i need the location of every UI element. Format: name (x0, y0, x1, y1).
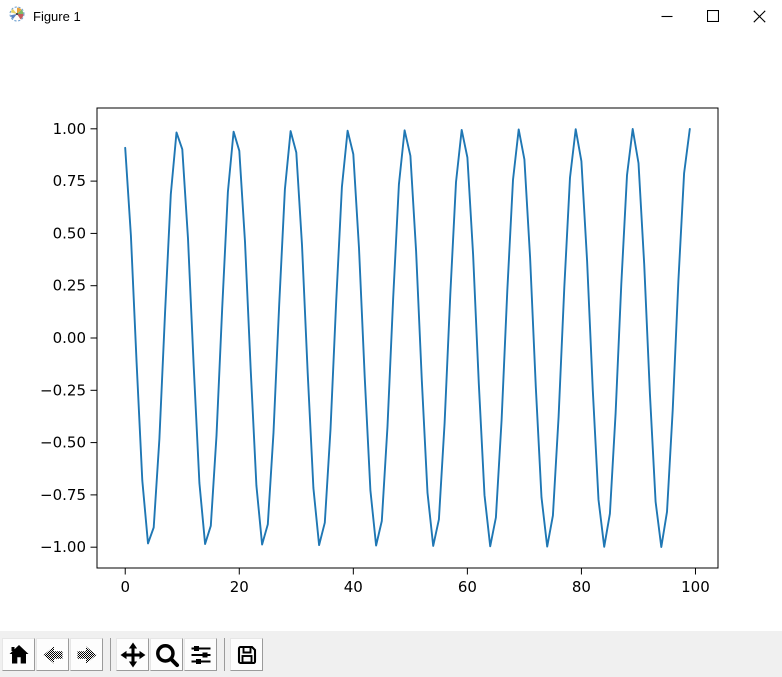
plot-svg: 1.00 0.75 0.50 0.25 0.00 −0.25 −0.50 −0.75 −1.00… (40, 107, 719, 596)
zoom-button[interactable] (150, 638, 183, 671)
toolbar-separator (224, 638, 225, 671)
save-button[interactable] (230, 638, 263, 671)
maximize-icon (707, 10, 719, 22)
x-tick-label: 20 (230, 578, 249, 596)
x-tick-label: 80 (572, 578, 591, 596)
close-button[interactable] (736, 0, 782, 32)
y-tick-label: −1.00 (40, 538, 86, 556)
configure-subplots-button[interactable] (184, 638, 217, 671)
zoom-magnifier-icon (155, 643, 179, 667)
back-arrow-icon (43, 646, 62, 663)
minimize-icon (661, 15, 673, 18)
forward-arrow-icon (77, 646, 96, 663)
y-tick-label: 0.00 (53, 329, 86, 347)
figure-canvas[interactable]: 1.00 0.75 0.50 0.25 0.00 −0.25 −0.50 −0.75 −1.00… (0, 32, 782, 631)
x-tick-label: 0 (120, 578, 130, 596)
home-button[interactable] (2, 638, 35, 671)
back-button[interactable] (36, 638, 69, 671)
y-axis-ticks: 1.00 0.75 0.50 0.25 0.00 −0.25 −0.50 −0.75 −1.00 (40, 120, 97, 556)
minimize-button[interactable] (644, 0, 690, 32)
floppy-disk-icon (237, 645, 256, 664)
pan-arrows-icon (120, 642, 145, 667)
matplotlib-logo-icon (9, 6, 25, 27)
y-tick-label: −0.25 (40, 381, 86, 399)
window-title: Figure 1 (33, 8, 81, 24)
x-axis-ticks: 0 20 40 60 80 100 (120, 568, 710, 596)
close-icon (752, 9, 766, 23)
y-tick-label: 1.00 (53, 120, 86, 138)
window-controls (644, 0, 782, 32)
sine-wave-line (124, 128, 691, 548)
title-bar[interactable]: Figure 1 (0, 0, 782, 32)
x-tick-label: 60 (458, 578, 477, 596)
toolbar-separator (110, 638, 111, 671)
axes-box (96, 107, 719, 569)
x-tick-label: 100 (681, 578, 710, 596)
y-tick-label: −0.75 (40, 486, 86, 504)
home-icon (9, 644, 28, 663)
y-tick-label: 0.50 (53, 224, 86, 242)
toolbar-buttons (0, 631, 264, 671)
x-tick-label: 40 (344, 578, 363, 596)
sliders-icon (191, 645, 210, 664)
forward-button[interactable] (70, 638, 103, 671)
navigation-toolbar (0, 631, 782, 677)
y-tick-label: 0.25 (53, 277, 86, 295)
y-tick-label: −0.50 (40, 434, 86, 452)
y-tick-label: 0.75 (53, 172, 86, 190)
maximize-button[interactable] (690, 0, 736, 32)
pan-button[interactable] (116, 638, 149, 671)
